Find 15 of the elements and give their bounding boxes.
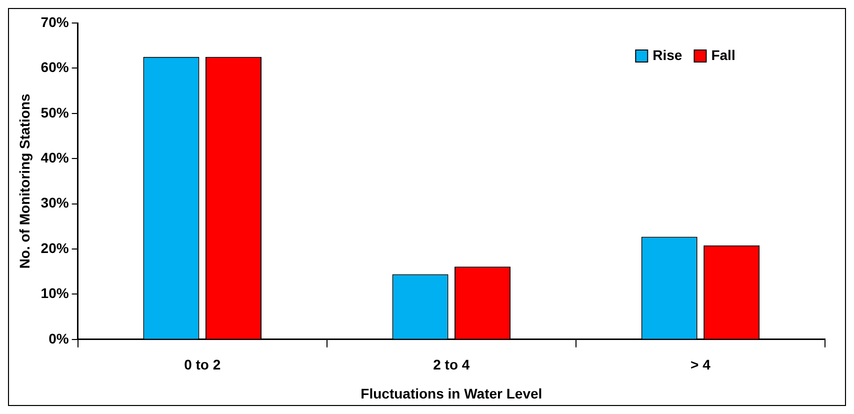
x-tick-label: > 4 <box>690 356 711 373</box>
legend-label: Rise <box>652 46 682 63</box>
y-axis-title: No. of Monitoring Stations <box>16 94 32 269</box>
y-tick-label: 10% <box>40 285 70 302</box>
x-axis-title: Fluctuations in Water Level <box>360 385 542 402</box>
y-tick-label: 40% <box>40 149 70 166</box>
y-tick-label: 0% <box>48 330 70 346</box>
y-tick-label: 20% <box>40 240 70 256</box>
y-tick-label: 50% <box>40 104 70 120</box>
legend-label: Fall <box>711 46 736 63</box>
y-tick-label: 60% <box>40 59 70 76</box>
x-tick-label: 2 to 4 <box>433 356 470 373</box>
y-tick-label: 70% <box>40 14 70 30</box>
y-tick-label: 30% <box>40 194 70 211</box>
x-tick-label: 0 to 2 <box>184 356 221 373</box>
